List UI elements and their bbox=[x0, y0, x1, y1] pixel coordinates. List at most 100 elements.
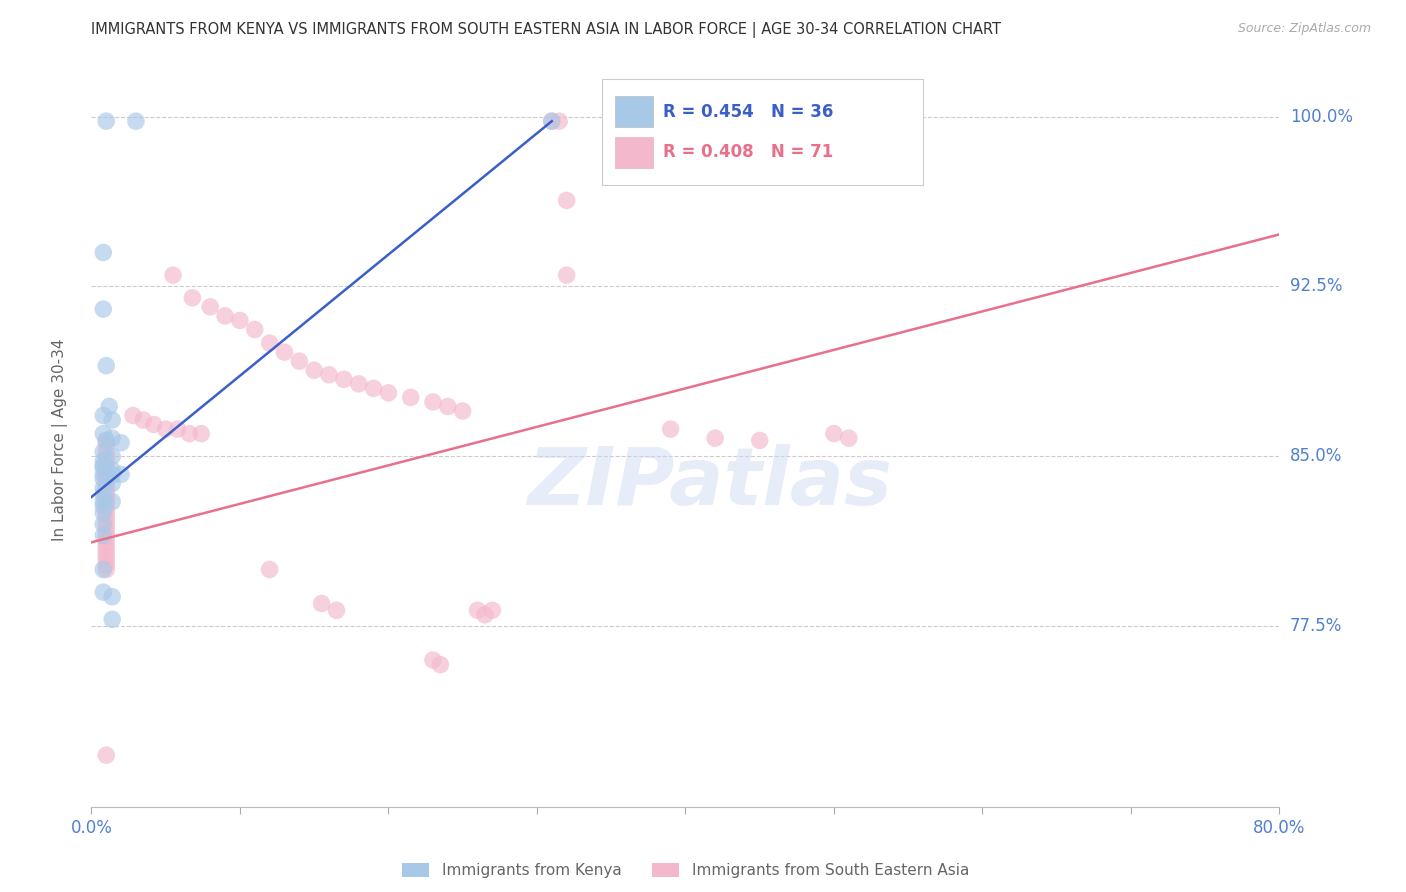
Point bbox=[823, 426, 845, 441]
Point bbox=[96, 535, 118, 549]
Point bbox=[259, 336, 281, 351]
Point bbox=[96, 494, 118, 508]
Point bbox=[96, 508, 118, 523]
Text: R = 0.454   N = 36: R = 0.454 N = 36 bbox=[662, 103, 834, 120]
Point bbox=[363, 381, 385, 395]
Point bbox=[214, 309, 236, 323]
Point bbox=[96, 469, 118, 483]
Point bbox=[110, 467, 132, 482]
Point bbox=[125, 114, 148, 128]
Point bbox=[91, 458, 114, 473]
Point bbox=[838, 431, 860, 445]
FancyBboxPatch shape bbox=[602, 78, 922, 186]
Point bbox=[91, 460, 114, 475]
FancyBboxPatch shape bbox=[616, 96, 654, 128]
Point bbox=[311, 597, 333, 611]
Point bbox=[91, 494, 114, 508]
Point bbox=[436, 400, 458, 414]
Point bbox=[333, 372, 356, 386]
Point bbox=[273, 345, 295, 359]
Point bbox=[96, 503, 118, 517]
Point bbox=[96, 434, 118, 448]
Text: R = 0.408   N = 71: R = 0.408 N = 71 bbox=[662, 144, 834, 161]
Point bbox=[540, 114, 562, 128]
FancyBboxPatch shape bbox=[616, 136, 654, 168]
Point bbox=[540, 114, 562, 128]
Point bbox=[122, 409, 145, 423]
Text: ZIPatlas: ZIPatlas bbox=[527, 444, 891, 523]
Point bbox=[243, 322, 266, 336]
Point bbox=[422, 395, 444, 409]
Point bbox=[96, 513, 118, 527]
Point bbox=[101, 476, 124, 491]
Point bbox=[96, 438, 118, 452]
Point bbox=[101, 494, 124, 508]
Point bbox=[98, 400, 121, 414]
Point bbox=[96, 476, 118, 491]
Point bbox=[91, 528, 114, 542]
Point bbox=[659, 422, 682, 436]
Point bbox=[96, 499, 118, 513]
Point bbox=[429, 657, 451, 672]
Point bbox=[96, 460, 118, 475]
Point bbox=[96, 540, 118, 554]
Point bbox=[190, 426, 212, 441]
Point bbox=[110, 435, 132, 450]
Point bbox=[422, 653, 444, 667]
Point bbox=[96, 359, 118, 373]
Point bbox=[229, 313, 252, 327]
Text: 100.0%: 100.0% bbox=[1289, 108, 1353, 126]
Point bbox=[101, 463, 124, 477]
Point bbox=[91, 409, 114, 423]
Point bbox=[132, 413, 155, 427]
Point bbox=[91, 585, 114, 599]
Point bbox=[96, 531, 118, 545]
Point bbox=[96, 465, 118, 479]
Point bbox=[200, 300, 222, 314]
Point bbox=[96, 526, 118, 541]
Point bbox=[91, 426, 114, 441]
Point bbox=[96, 444, 118, 458]
Point bbox=[91, 499, 114, 513]
Text: 77.5%: 77.5% bbox=[1289, 617, 1343, 635]
Text: IMMIGRANTS FROM KENYA VS IMMIGRANTS FROM SOUTH EASTERN ASIA IN LABOR FORCE | AGE: IMMIGRANTS FROM KENYA VS IMMIGRANTS FROM… bbox=[91, 22, 1001, 38]
Point bbox=[96, 522, 118, 536]
Point bbox=[288, 354, 311, 368]
Point bbox=[1327, 114, 1350, 128]
Point bbox=[96, 114, 118, 128]
Point bbox=[451, 404, 474, 418]
Point bbox=[166, 422, 188, 436]
Point bbox=[555, 194, 578, 208]
Point bbox=[474, 607, 496, 622]
Point bbox=[162, 268, 184, 282]
Point bbox=[91, 245, 114, 260]
Point bbox=[96, 549, 118, 563]
Point bbox=[96, 434, 118, 448]
Point bbox=[302, 363, 325, 377]
Point bbox=[91, 454, 114, 468]
Point bbox=[91, 302, 114, 317]
Point bbox=[467, 603, 489, 617]
Point bbox=[325, 603, 347, 617]
Legend: Immigrants from Kenya, Immigrants from South Eastern Asia: Immigrants from Kenya, Immigrants from S… bbox=[395, 856, 976, 884]
Point bbox=[96, 558, 118, 572]
Point bbox=[101, 590, 124, 604]
Y-axis label: In Labor Force | Age 30-34: In Labor Force | Age 30-34 bbox=[52, 338, 67, 541]
Point bbox=[179, 426, 201, 441]
Point bbox=[96, 490, 118, 504]
Point bbox=[91, 562, 114, 576]
Point bbox=[96, 517, 118, 532]
Point bbox=[96, 562, 118, 576]
Point bbox=[481, 603, 503, 617]
Point bbox=[101, 431, 124, 445]
Text: 92.5%: 92.5% bbox=[1289, 277, 1343, 295]
Point bbox=[91, 444, 114, 458]
Point bbox=[96, 454, 118, 468]
Point bbox=[91, 517, 114, 532]
Point bbox=[96, 485, 118, 500]
Point bbox=[101, 612, 124, 626]
Point bbox=[704, 431, 727, 445]
Point bbox=[101, 413, 124, 427]
Point bbox=[96, 553, 118, 567]
Point bbox=[101, 467, 124, 482]
